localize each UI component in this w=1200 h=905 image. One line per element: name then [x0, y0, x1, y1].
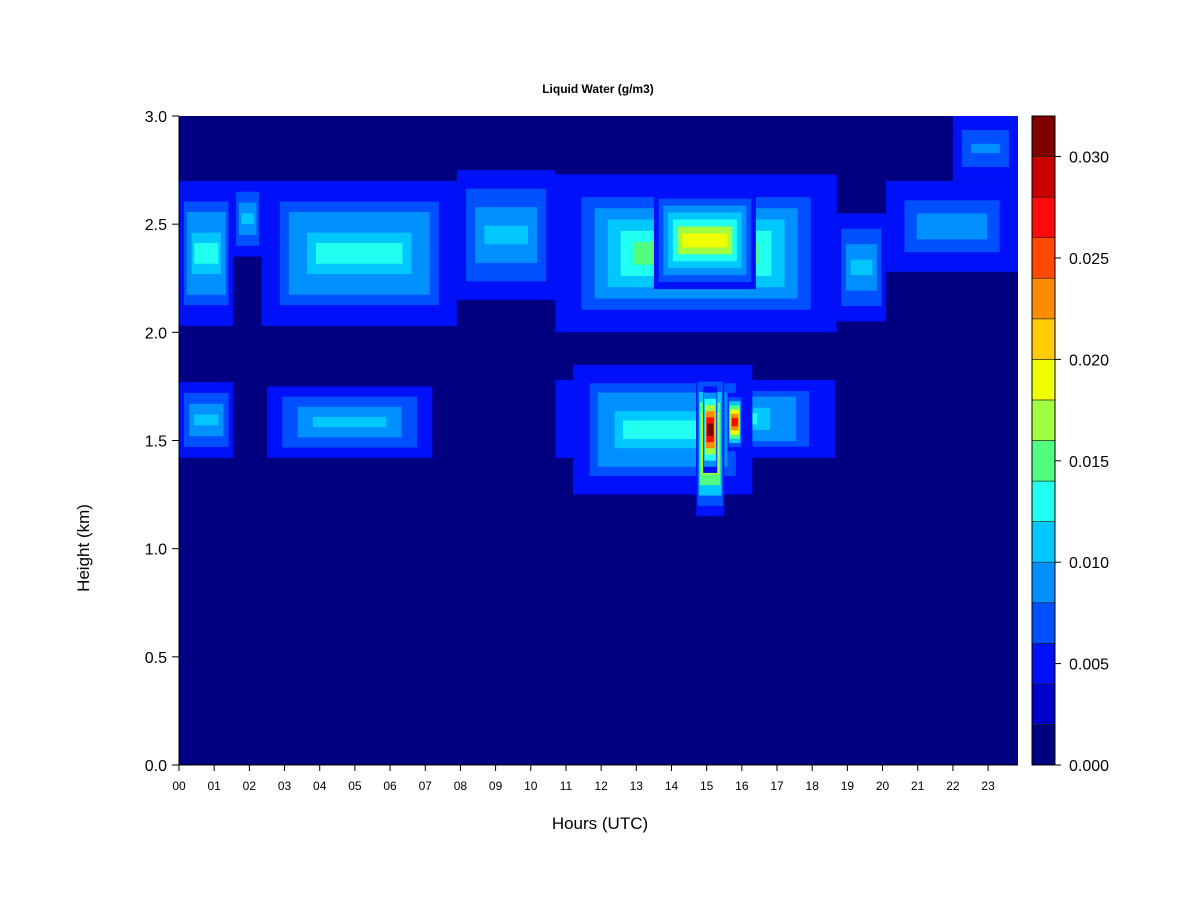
- cloud-region: [261, 180, 457, 326]
- contour-band: [316, 243, 403, 264]
- x-axis-title: Hours (UTC): [552, 814, 648, 833]
- x-tick-label: 22: [946, 779, 960, 793]
- contour-band: [194, 414, 219, 426]
- cloud-region: [727, 392, 742, 452]
- colorbar-swatch: [1031, 237, 1056, 279]
- cloud-region: [233, 180, 262, 257]
- contour-band: [922, 219, 982, 233]
- colorbar-tick-label: 0.005: [1069, 657, 1109, 674]
- contour-band: [313, 417, 387, 428]
- y-tick-label: 2.0: [145, 325, 167, 342]
- cloud-region: [179, 382, 234, 458]
- x-tick-label: 02: [243, 779, 257, 793]
- y-axis: 0.0 0.5 1.0 1.5 2.0 2.5 3.0: [145, 109, 180, 775]
- x-tick-label: 15: [700, 779, 714, 793]
- y-tick-label: 3.0: [145, 109, 167, 126]
- x-tick-label: 08: [454, 779, 468, 793]
- colorbar-swatch: [1031, 521, 1056, 563]
- colorbar-swatch: [1031, 359, 1056, 401]
- contour-band: [850, 259, 873, 276]
- x-tick-label: 21: [911, 779, 925, 793]
- colorbar-tick-label: 0.000: [1069, 758, 1109, 775]
- cloud-region: [836, 213, 887, 322]
- contour-band: [682, 233, 728, 248]
- colorbar-swatch: [1031, 399, 1056, 441]
- cloud-region: [952, 116, 1018, 181]
- x-tick-label: 23: [981, 779, 995, 793]
- y-tick-label: 2.5: [145, 217, 167, 234]
- x-tick-label: 14: [665, 779, 679, 793]
- cloud-region: [456, 170, 556, 300]
- x-tick-label: 06: [383, 779, 397, 793]
- contour-band: [484, 225, 528, 245]
- colorbar-frame: [1031, 115, 1056, 766]
- x-tick-label: 10: [524, 779, 538, 793]
- contour-band: [194, 243, 219, 264]
- x-tick-label: 03: [278, 779, 292, 793]
- y-tick-label: 0.0: [145, 758, 167, 775]
- colorbar-swatch: [1031, 683, 1056, 725]
- cloud-region: [886, 180, 1018, 272]
- cloud-region: [703, 386, 718, 473]
- cloud-region: [266, 386, 433, 458]
- contour-band: [622, 420, 703, 439]
- colorbar-swatch: [1031, 602, 1056, 644]
- x-tick-label: 00: [172, 779, 186, 793]
- x-tick-label: 04: [313, 779, 327, 793]
- x-tick-label: 01: [207, 779, 221, 793]
- colorbar-swatch: [1031, 196, 1056, 238]
- x-tick-label: 09: [489, 779, 503, 793]
- y-tick-label: 1.0: [145, 542, 167, 559]
- cloud-region: [572, 364, 753, 495]
- x-tick-label: 19: [841, 779, 855, 793]
- contour-band: [241, 213, 254, 225]
- contour-band: [707, 423, 714, 436]
- colorbar-swatch: [1031, 318, 1056, 360]
- colorbar-swatch: [1031, 115, 1056, 157]
- contour-band: [971, 143, 1000, 154]
- colorbar-tick-label: 0.025: [1069, 251, 1109, 268]
- x-axis: 00 01 02 03 04 05 06 07 08 09 10 11 12 13 14 15 16 17 18 19…: [172, 764, 1018, 793]
- colorbar-swatch: [1031, 480, 1056, 522]
- plot-area: [179, 116, 1018, 765]
- cloud-region: [653, 191, 756, 290]
- x-tick-label: 16: [735, 779, 749, 793]
- colorbar-tick-label: 0.010: [1069, 555, 1109, 572]
- y-tick-label: 0.5: [145, 650, 167, 667]
- chart-title: Liquid Water (g/m3): [542, 82, 654, 96]
- x-tick-label: 11: [560, 779, 573, 793]
- x-tick-label: 12: [594, 779, 608, 793]
- colorbar-tick-label: 0.020: [1069, 352, 1109, 369]
- contour-band: [731, 417, 738, 427]
- colorbar-tick-label: 0.015: [1069, 454, 1109, 471]
- x-tick-label: 20: [876, 779, 890, 793]
- y-tick-label: 1.5: [145, 434, 167, 451]
- colorbar-swatch: [1031, 440, 1056, 482]
- x-tick-label: 07: [419, 779, 433, 793]
- colorbar: 0.000 0.005 0.010 0.015 0.020 0.025 0.030: [1031, 115, 1109, 775]
- x-tick-label: 18: [806, 779, 820, 793]
- colorbar-swatch: [1031, 561, 1056, 604]
- y-axis-title: Height (km): [74, 504, 93, 592]
- colorbar-swatch: [1031, 643, 1056, 685]
- colorbar-swatch: [1031, 724, 1056, 766]
- colorbar-tick-label: 0.030: [1069, 150, 1109, 167]
- x-tick-label: 13: [630, 779, 644, 793]
- x-tick-label: 05: [348, 779, 362, 793]
- x-tick-label: 17: [770, 779, 784, 793]
- colorbar-swatch: [1031, 277, 1056, 320]
- cloud-region: [179, 180, 234, 326]
- colorbar-swatch: [1031, 156, 1056, 198]
